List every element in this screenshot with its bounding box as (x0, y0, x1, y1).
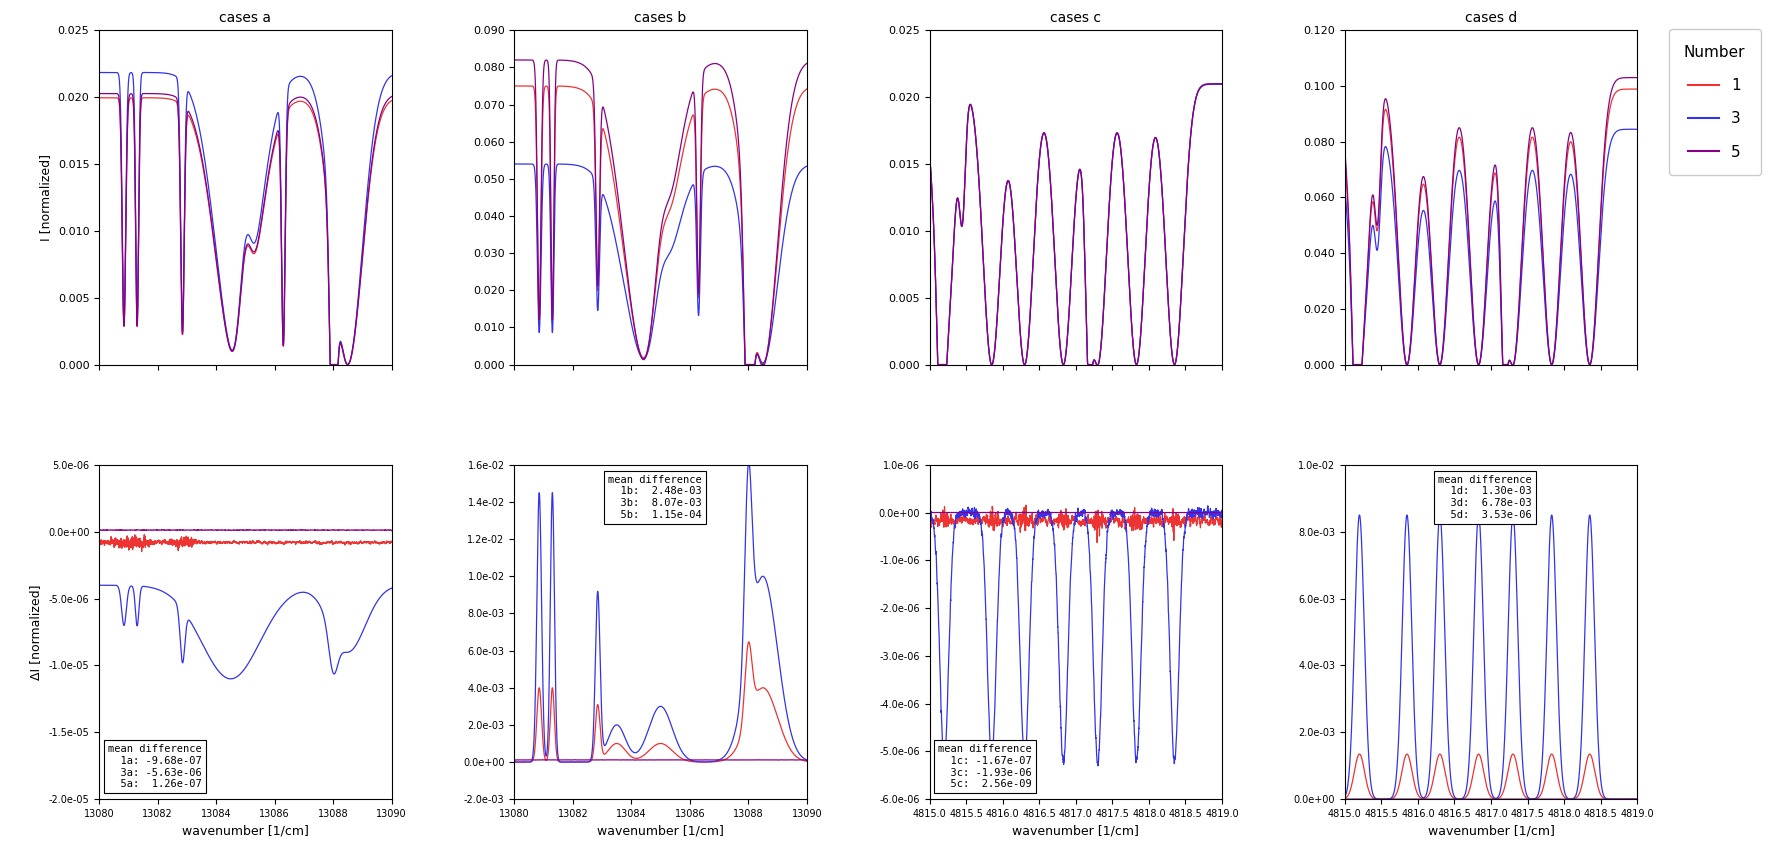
Text: mean difference
  1d:  1.30e-03
  3d:  6.78e-03
  5d:  3.53e-06: mean difference 1d: 1.30e-03 3d: 6.78e-0… (1439, 475, 1533, 520)
X-axis label: wavenumber [1/cm]: wavenumber [1/cm] (1428, 824, 1554, 837)
Y-axis label: I [normalized]: I [normalized] (39, 154, 51, 241)
Text: mean difference
  1c: -1.67e-07
  3c: -1.93e-06
  5c:  2.56e-09: mean difference 1c: -1.67e-07 3c: -1.93e… (938, 745, 1032, 789)
Title: cases c: cases c (1050, 11, 1101, 25)
X-axis label: wavenumber [1/cm]: wavenumber [1/cm] (596, 824, 724, 837)
Title: cases b: cases b (634, 11, 687, 25)
X-axis label: wavenumber [1/cm]: wavenumber [1/cm] (1012, 824, 1140, 837)
Title: cases a: cases a (219, 11, 271, 25)
X-axis label: wavenumber [1/cm]: wavenumber [1/cm] (182, 824, 308, 837)
Title: cases d: cases d (1466, 11, 1517, 25)
Legend: 1, 3, 5: 1, 3, 5 (1669, 29, 1761, 175)
Y-axis label: ΔI [normalized]: ΔI [normalized] (30, 584, 42, 680)
Text: mean difference
  1b:  2.48e-03
  3b:  8.07e-03
  5b:  1.15e-04: mean difference 1b: 2.48e-03 3b: 8.07e-0… (607, 475, 701, 520)
Text: mean difference
  1a: -9.68e-07
  3a: -5.63e-06
  5a:  1.26e-07: mean difference 1a: -9.68e-07 3a: -5.63e… (108, 745, 202, 789)
